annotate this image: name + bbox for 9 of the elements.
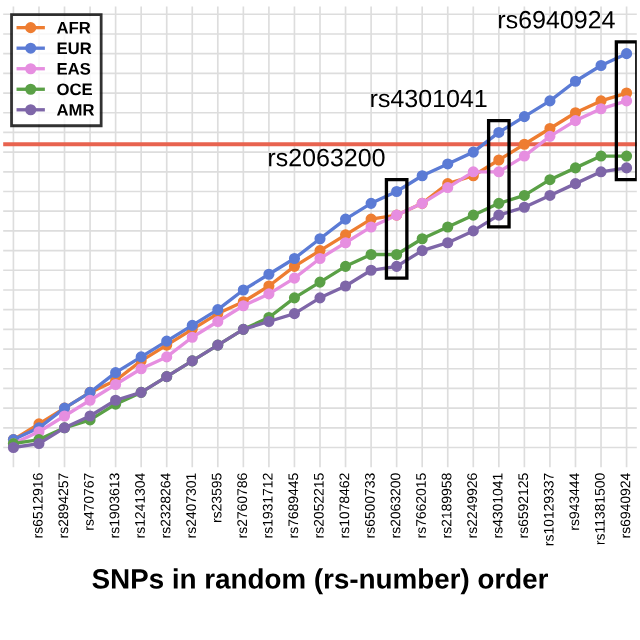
- legend-label: AFR: [56, 22, 91, 34]
- legend-label: EAS: [57, 62, 91, 75]
- annotation: rs6940924: [498, 10, 615, 29]
- annotation: rs2063200: [269, 148, 385, 167]
- x-axis-title: SNPs in random (rs-number) order: [92, 568, 549, 595]
- legend-label: EUR: [57, 42, 92, 55]
- legend-label: AMR: [56, 104, 95, 116]
- legend-label: OCE: [57, 83, 92, 96]
- annotation: rs4301041: [371, 89, 487, 108]
